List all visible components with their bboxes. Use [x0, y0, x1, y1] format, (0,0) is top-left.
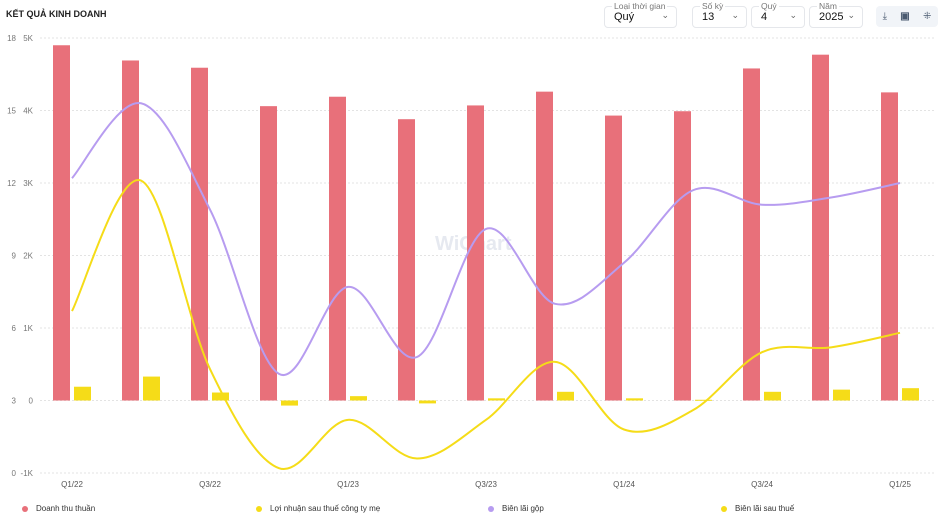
profit-bar: [902, 388, 919, 401]
toolbar: ⤓ ▣ ⁜: [876, 6, 938, 27]
year-select[interactable]: Năm 2025 ⌄: [809, 1, 863, 28]
revenue-bar: [605, 115, 622, 401]
profit-bar: [74, 386, 91, 401]
revenue-bar: [398, 119, 415, 401]
profit-bar: [488, 398, 505, 401]
revenue-bar: [260, 106, 277, 401]
x-tick-label: Q1/24: [613, 480, 635, 489]
profit-bar: [626, 398, 643, 401]
profit-bar: [557, 391, 574, 401]
legend-net-margin[interactable]: Biên lãi sau thuế: [721, 504, 794, 513]
revenue-bar: [191, 67, 208, 401]
y-right-tick-label: 0: [29, 397, 34, 406]
legend-label: Biên lãi gộp: [502, 504, 544, 513]
legend-gross-margin[interactable]: Biên lãi gộp: [488, 504, 544, 513]
net-margin-line: [71, 179, 901, 470]
legend-label: Biên lãi sau thuế: [735, 504, 795, 513]
download-icon[interactable]: ⤓: [882, 11, 888, 22]
revenue-bar: [467, 105, 484, 401]
profit-bar: [212, 392, 229, 401]
profit-bar: [764, 391, 781, 401]
y-left-tick-label: 9: [12, 252, 17, 261]
excel-icon[interactable]: ▣: [900, 11, 910, 22]
time-type-label: Loại thời gian: [612, 1, 668, 11]
x-tick-label: Q3/23: [475, 480, 497, 489]
chevron-down-icon: ⌄: [789, 10, 797, 20]
year-label: Năm: [817, 1, 839, 11]
revenue-bar: [881, 92, 898, 401]
y-left-tick-label: 0: [12, 469, 17, 478]
profit-bar: [350, 396, 367, 401]
time-type-value: Quý: [614, 11, 635, 23]
y-left-tick-label: 15: [7, 107, 16, 116]
revenue-bar: [329, 96, 346, 401]
period-count-select[interactable]: Số kỳ 13 ⌄: [692, 1, 747, 28]
y-left-tick-label: 3: [12, 397, 17, 406]
period-count-value: 13: [702, 11, 715, 23]
chevron-down-icon: ⌄: [661, 10, 669, 20]
profit-bar: [419, 400, 436, 404]
y-left-tick-label: 18: [7, 34, 16, 43]
revenue-bar: [536, 91, 553, 401]
x-tick-label: Q3/22: [199, 480, 221, 489]
profit-bar: [695, 399, 712, 401]
x-tick-label: Q1/25: [889, 480, 911, 489]
chevron-down-icon: ⌄: [731, 10, 739, 20]
y-right-tick-label: 5K: [23, 34, 33, 43]
legend-dot: [721, 505, 727, 512]
revenue-bar: [122, 60, 139, 401]
y-left-tick-label: 12: [7, 179, 16, 188]
chart-area: WiChart 0-1K3061K92K123K154K185KQ1/22Q3/…: [7, 34, 935, 489]
x-tick-label: Q1/23: [337, 480, 359, 489]
collapse-icon[interactable]: ⁜: [922, 11, 932, 22]
revenue-bar: [743, 68, 760, 401]
revenue-bar: [674, 111, 691, 401]
legend-dot: [488, 505, 494, 512]
y-right-tick-label: 4K: [23, 107, 33, 116]
y-right-tick-label: 2K: [23, 252, 33, 261]
profit-bar: [281, 400, 298, 406]
legend-dot: [22, 505, 28, 512]
profit-bar: [143, 376, 160, 401]
chart-title: KẾT QUẢ KINH DOANH: [6, 9, 107, 19]
x-tick-label: Q3/24: [751, 480, 773, 489]
year-value: 2025: [819, 11, 844, 23]
legend-dot: [256, 505, 262, 512]
y-right-tick-label: -1K: [21, 469, 34, 478]
gross-margin-line: [71, 102, 901, 377]
chevron-down-icon: ⌄: [847, 10, 855, 20]
legend-label: Lợi nhuận sau thuế công ty mẹ: [270, 504, 381, 513]
time-type-select[interactable]: Loại thời gian Quý ⌄: [604, 1, 677, 28]
revenue-bar: [812, 54, 829, 401]
y-right-tick-label: 3K: [23, 179, 33, 188]
legend-profit[interactable]: Lợi nhuận sau thuế công ty mẹ: [256, 504, 380, 513]
quarter-label: Quý: [759, 1, 779, 11]
revenue-bar: [53, 45, 70, 401]
legend-revenue[interactable]: Doanh thu thuần: [22, 504, 95, 513]
legend-label: Doanh thu thuần: [36, 504, 96, 513]
period-count-label: Số kỳ: [700, 1, 726, 11]
y-right-tick-label: 1K: [23, 324, 33, 333]
profit-bar: [833, 389, 850, 401]
x-tick-label: Q1/22: [61, 480, 83, 489]
y-left-tick-label: 6: [12, 324, 17, 333]
quarter-select[interactable]: Quý 4 ⌄: [751, 1, 805, 28]
quarter-value: 4: [761, 11, 768, 23]
